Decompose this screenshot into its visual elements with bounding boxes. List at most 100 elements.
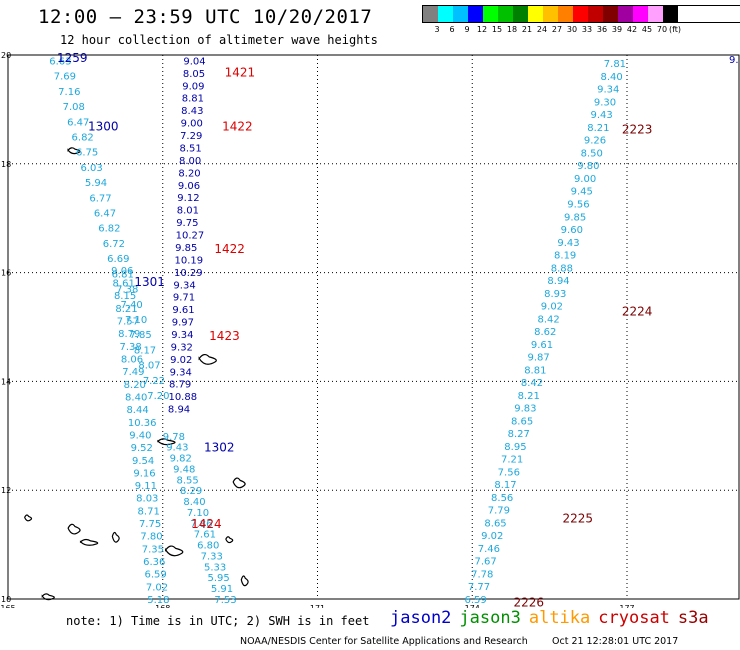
wave-height-value: 9.80 — [577, 161, 599, 172]
wave-height-value: 9.48 — [173, 464, 195, 475]
wave-height-value: 9.06 — [178, 181, 200, 192]
wave-height-value: 7.20 — [147, 391, 169, 402]
colorbar-swatch — [468, 6, 483, 22]
colorbar-tick-label: 30 — [566, 25, 578, 34]
wave-height-value: 8.20 — [178, 168, 200, 179]
colorbar-tick-label: 12 — [476, 25, 488, 34]
axis-labels: 165 168 171 174 177 10 12 14 16 18 20 — [0, 51, 634, 608]
wave-height-value: 9.75 — [176, 218, 198, 229]
colorbar-swatch — [438, 6, 453, 22]
wave-height-value: 5.91 — [211, 584, 233, 595]
lon-tick-label: 174 — [465, 604, 480, 608]
island-outline — [111, 531, 120, 543]
wave-height-value: 8.88 — [551, 263, 573, 274]
wave-height-value: 6.82 — [72, 132, 94, 143]
wave-height-value: 9.34 — [597, 85, 619, 96]
lat-tick-label: 20 — [1, 51, 11, 60]
wave-height-value: 7.29 — [180, 131, 202, 142]
wave-height-value: 8.21 — [518, 391, 540, 402]
pass-time-label: 1422 — [214, 242, 245, 256]
map-frame — [7, 54, 740, 600]
wave-height-map: 165 168 171 174 177 10 12 14 16 18 20 6.63 7.69 7.16… — [0, 51, 740, 608]
wave-height-value: 9.85 — [564, 212, 586, 223]
pass-time-label: 2223 — [622, 122, 653, 136]
wave-height-value: 7.67 — [474, 557, 496, 568]
units-note: note: 1) Time is in UTC; 2) SWH is in fe… — [66, 614, 370, 628]
wave-height-value: 6.82 — [98, 224, 120, 235]
colorbar-swatch — [513, 6, 528, 22]
wave-height-value: 9.45 — [571, 187, 593, 198]
map-subtitle: 12 hour collection of altimeter wave hei… — [60, 33, 378, 47]
pass-time-label: 1301 — [134, 275, 165, 289]
credit-line: NOAA/NESDIS Center for Satellite Applica… — [240, 636, 528, 647]
wave-height-value: 8.71 — [138, 506, 160, 517]
pass-time-label: 1300 — [88, 120, 119, 134]
pass-time-label: 1421 — [225, 65, 256, 79]
wave-height-value: 8.15 — [114, 291, 136, 302]
wave-height-value: 7.40 — [121, 300, 143, 311]
legend-altika: altika — [528, 608, 591, 628]
wave-height-value: 9.61 — [531, 340, 553, 351]
pass-time-label: 2226 — [514, 596, 545, 608]
wave-height-value: 7.79 — [488, 506, 510, 517]
wave-height-value: 10.29 — [174, 268, 203, 279]
wave-height-value: 9.56 — [567, 199, 589, 210]
wave-height-value: 9. — [729, 55, 739, 66]
wave-height-value: 7.80 — [140, 532, 162, 543]
colorbar-swatch — [633, 6, 648, 22]
wave-height-value: 9.09 — [182, 81, 204, 92]
wave-height-value: 8.93 — [544, 289, 566, 300]
wave-height-value: 9.12 — [177, 193, 199, 204]
wave-height-value: 7.38 — [116, 285, 138, 296]
wave-height-value: 10.19 — [175, 255, 204, 266]
wave-height-value: 7.75 — [139, 519, 161, 530]
colorbar-tick-label: 6 — [449, 25, 455, 34]
colorbar-swatch — [483, 6, 498, 22]
lat-tick-label: 10 — [1, 595, 11, 604]
wave-height-value: 9.16 — [133, 468, 155, 479]
wave-height-value: 8.65 — [511, 416, 533, 427]
wave-height-value: 7.86 — [190, 519, 212, 530]
pass-time-label: 2225 — [563, 511, 594, 525]
wave-height-value: 6.36 — [143, 557, 165, 568]
wave-height-value: 10.36 — [128, 418, 157, 429]
colorbar-swatch — [558, 6, 573, 22]
wave-height-value: 5.95 — [207, 573, 229, 584]
wave-height-value: 8.81 — [524, 365, 546, 376]
satellite-legend: jason2 jason3 altika cryosat s3a — [390, 608, 717, 628]
wave-height-value: 9.52 — [131, 443, 153, 454]
wave-height-value: 8.29 — [180, 486, 202, 497]
wave-height-value: 7.69 — [54, 72, 76, 83]
wave-height-value: 6.75 — [76, 148, 98, 159]
wave-height-value: 8.50 — [581, 148, 603, 159]
wave-height-value: 8.19 — [554, 251, 576, 262]
wave-height-value: 9.34 — [170, 367, 192, 378]
satellite-tracks: 6.63 7.69 7.16 7.08 6.47 6.82 6.75 6.03 5.94 6.77… — [49, 55, 738, 606]
colorbar-tick-label: 39 — [611, 25, 623, 34]
wave-height-value: 8.56 — [491, 493, 513, 504]
wave-height-value: 9.85 — [175, 243, 197, 254]
legend-s3a: s3a — [677, 608, 709, 628]
wave-height-value: 8.40 — [600, 72, 622, 83]
wave-height-value: 6.63 — [49, 56, 71, 67]
pass-time-label: 1424 — [191, 517, 222, 531]
wave-height-value: 9.11 — [135, 481, 157, 492]
wave-height-value: 9.43 — [591, 110, 613, 121]
wave-height-value: 9.60 — [561, 225, 583, 236]
colorbar-swatch — [648, 6, 663, 22]
wave-height-value: 9.04 — [183, 56, 205, 67]
wave-height-value: 8.51 — [180, 143, 202, 154]
colorbar-swatch — [603, 6, 618, 22]
wave-height-value: 9.00 — [181, 119, 203, 130]
wave-height-value: 8.21 — [115, 304, 137, 315]
island-outline — [240, 575, 249, 587]
island-outline — [67, 523, 81, 535]
wave-height-value: 9.83 — [514, 404, 536, 415]
pass-time-label: 1422 — [222, 120, 253, 134]
colorbar-tick-label: 33 — [581, 25, 593, 34]
wave-height-value: 7.33 — [201, 551, 223, 562]
wave-height-value: 7.22 — [143, 376, 165, 387]
lon-tick-label: 165 — [0, 604, 15, 608]
wave-height-value: 7.16 — [58, 87, 80, 98]
wave-height-value: 7.77 — [468, 582, 490, 593]
